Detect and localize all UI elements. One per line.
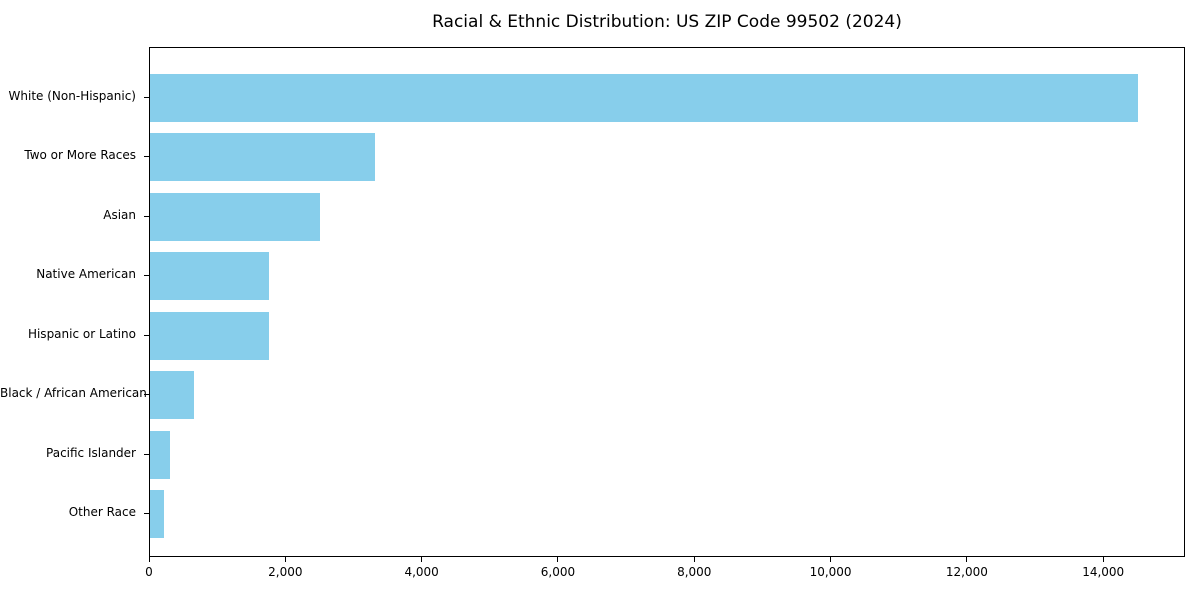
x-tick-label: 10,000 bbox=[809, 565, 852, 579]
y-tick-label: White (Non-Hispanic) bbox=[8, 88, 136, 103]
x-tick-label: 12,000 bbox=[945, 565, 988, 579]
y-tick-label: Two or More Races bbox=[24, 148, 136, 163]
x-tick-label: 6,000 bbox=[540, 565, 576, 579]
x-tick-label: 14,000 bbox=[1082, 565, 1125, 579]
y-tick-label: Native American bbox=[36, 267, 136, 282]
y-tick bbox=[144, 513, 149, 515]
x-tick-label: 2,000 bbox=[268, 565, 303, 579]
bar bbox=[150, 252, 270, 301]
y-tick-label: Asian bbox=[103, 207, 136, 222]
y-tick bbox=[144, 156, 149, 158]
bar bbox=[150, 192, 321, 241]
y-tick bbox=[144, 334, 149, 336]
x-tick bbox=[1102, 557, 1104, 562]
x-tick bbox=[148, 557, 150, 562]
x-tick bbox=[693, 557, 695, 562]
bar bbox=[150, 490, 164, 539]
y-tick-label: Other Race bbox=[68, 505, 136, 520]
x-tick-label: 8,000 bbox=[677, 565, 712, 579]
y-tick bbox=[144, 215, 149, 217]
x-tick-label: 0 bbox=[145, 565, 153, 579]
x-tick-label: 4,000 bbox=[404, 565, 439, 579]
chart-title: Racial & Ethnic Distribution: US ZIP Cod… bbox=[432, 12, 902, 32]
x-tick bbox=[830, 557, 832, 562]
bar bbox=[150, 73, 1139, 122]
y-tick bbox=[144, 453, 149, 455]
bar bbox=[150, 371, 195, 420]
y-tick bbox=[144, 394, 149, 396]
x-tick bbox=[557, 557, 559, 562]
bar bbox=[150, 133, 375, 182]
plot-area bbox=[149, 47, 1185, 557]
y-tick-label: Pacific Islander bbox=[46, 445, 136, 460]
y-tick-label: Hispanic or Latino bbox=[27, 326, 136, 341]
x-tick bbox=[421, 557, 423, 562]
bar bbox=[150, 430, 171, 479]
x-tick bbox=[284, 557, 286, 562]
bar bbox=[150, 311, 270, 360]
y-tick bbox=[144, 275, 149, 277]
y-tick bbox=[144, 96, 149, 98]
y-tick-label: Black / African American bbox=[0, 386, 147, 401]
x-tick bbox=[966, 557, 968, 562]
